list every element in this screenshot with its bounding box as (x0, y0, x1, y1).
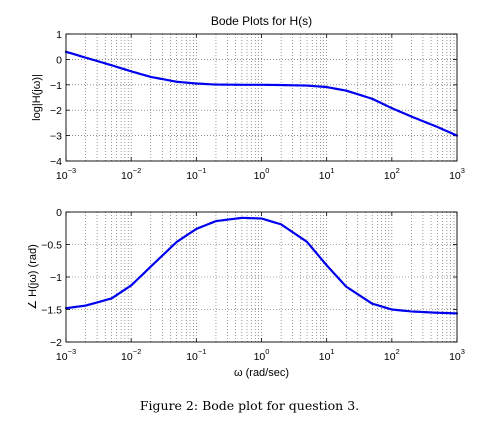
x-tick-label: 103 (449, 347, 465, 363)
figure-caption: Figure 2: Bode plot for question 3. (139, 398, 360, 413)
subplot-2: 10−3 10−2 10−1 100 101 102 103 0 −0.5 −1 −1.5 −2 ∠ H… (27, 207, 465, 379)
x-tick-label: 101 (319, 347, 335, 363)
x-tick-label: 10−3 (56, 347, 76, 363)
y-tick-label: −2 (50, 105, 62, 117)
series-line (64, 216, 459, 315)
x-tick-label: 10−3 (56, 166, 76, 182)
x-tick-label: 100 (254, 166, 270, 182)
x-tick-label: 101 (319, 166, 335, 182)
y-tick-label: −4 (50, 156, 62, 168)
x-tick-label: 10−1 (186, 166, 206, 182)
y-tick-label: −3 (50, 131, 62, 143)
y-tick-label: 0 (56, 207, 62, 219)
y-tick-label: −2 (50, 337, 62, 349)
axes-frame (65, 211, 458, 343)
y-tick-label: −0.5 (41, 240, 62, 252)
x-tick-label: 10−2 (121, 347, 141, 363)
x-tick-label: 10−1 (186, 347, 206, 363)
y-tick-label: −1.5 (41, 305, 62, 317)
y-tick-label: 1 (56, 29, 62, 41)
y-tick-label: −1 (50, 272, 62, 284)
series-line (64, 50, 459, 137)
x-tick-label: 10−2 (121, 166, 141, 182)
x-tick-label: 102 (384, 347, 400, 363)
x-tick-label: 102 (384, 166, 400, 182)
axes-frame (65, 33, 458, 162)
y-axis-label: ∠ H(jω) (rad) (27, 244, 39, 310)
subplot-1: 10−3 10−2 10−1 100 101 102 10310−1−2−3−4log|H(… (31, 14, 465, 182)
x-tick-label: 103 (449, 166, 465, 182)
x-axis-label: ω (rad/sec) (234, 367, 289, 379)
y-tick-label: −1 (50, 80, 62, 92)
y-axis-label: log|H(jω)| (31, 74, 43, 121)
x-tick-label: 100 (254, 347, 270, 363)
y-tick-label: 0 (56, 54, 62, 66)
chart-title: Bode Plots for H(s) (211, 14, 312, 28)
